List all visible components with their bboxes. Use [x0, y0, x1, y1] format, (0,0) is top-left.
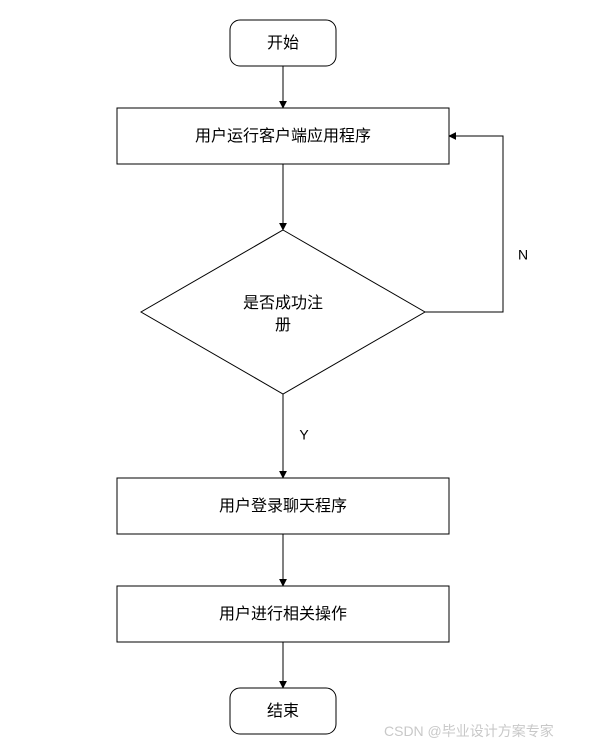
watermark-text: CSDN @毕业设计方案专家 — [384, 723, 554, 739]
flow-node-label: 是否成功注 — [243, 294, 323, 312]
edge-label: N — [518, 247, 528, 263]
flow-node-label: 开始 — [267, 34, 299, 52]
flow-node-label: 用户登录聊天程序 — [219, 497, 347, 515]
flow-node-label: 用户进行相关操作 — [219, 605, 347, 623]
flow-node-label: 结束 — [267, 702, 299, 720]
edge-label: Y — [299, 427, 309, 443]
flow-node-label: 用户运行客户端应用程序 — [195, 126, 371, 145]
flow-node-label: 册 — [275, 317, 291, 334]
flowchart-canvas: Y N 开始用户运行客户端应用程序是否成功注册用户登录聊天程序用户进行相关操作结束 C… — [0, 0, 595, 748]
